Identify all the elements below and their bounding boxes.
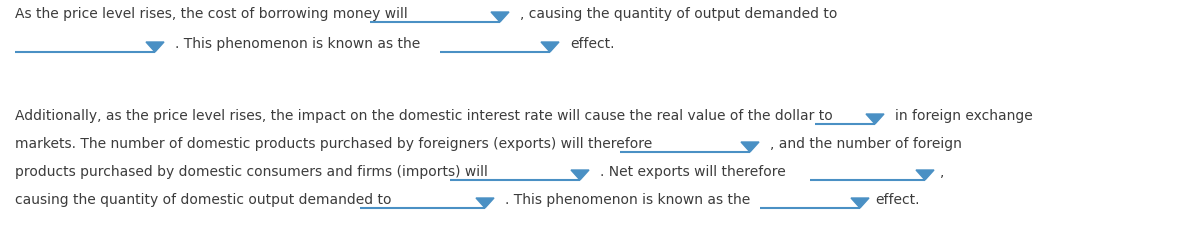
Polygon shape [146, 42, 164, 52]
Polygon shape [916, 170, 934, 180]
Polygon shape [851, 198, 869, 208]
Polygon shape [491, 12, 509, 22]
Text: markets. The number of domestic products purchased by foreigners (exports) will : markets. The number of domestic products… [14, 137, 656, 151]
Text: in foreign exchange: in foreign exchange [895, 109, 1033, 123]
Text: , and the number of foreign: , and the number of foreign [770, 137, 962, 151]
Polygon shape [866, 114, 884, 124]
Text: effect.: effect. [570, 37, 614, 51]
Polygon shape [571, 170, 589, 180]
Text: Additionally, as the price level rises, the impact on the domestic interest rate: Additionally, as the price level rises, … [14, 109, 838, 123]
Text: effect.: effect. [875, 193, 919, 207]
Text: As the price level rises, the cost of borrowing money will: As the price level rises, the cost of bo… [14, 7, 412, 21]
Text: causing the quantity of domestic output demanded to: causing the quantity of domestic output … [14, 193, 396, 207]
Polygon shape [742, 142, 760, 152]
Text: . Net exports will therefore: . Net exports will therefore [600, 165, 790, 179]
Polygon shape [476, 198, 494, 208]
Polygon shape [541, 42, 559, 52]
Text: ,: , [940, 165, 944, 179]
Text: . This phenomenon is known as the: . This phenomenon is known as the [175, 37, 425, 51]
Text: . This phenomenon is known as the: . This phenomenon is known as the [505, 193, 755, 207]
Text: products purchased by domestic consumers and firms (imports) will: products purchased by domestic consumers… [14, 165, 492, 179]
Text: , causing the quantity of output demanded to: , causing the quantity of output demande… [520, 7, 838, 21]
